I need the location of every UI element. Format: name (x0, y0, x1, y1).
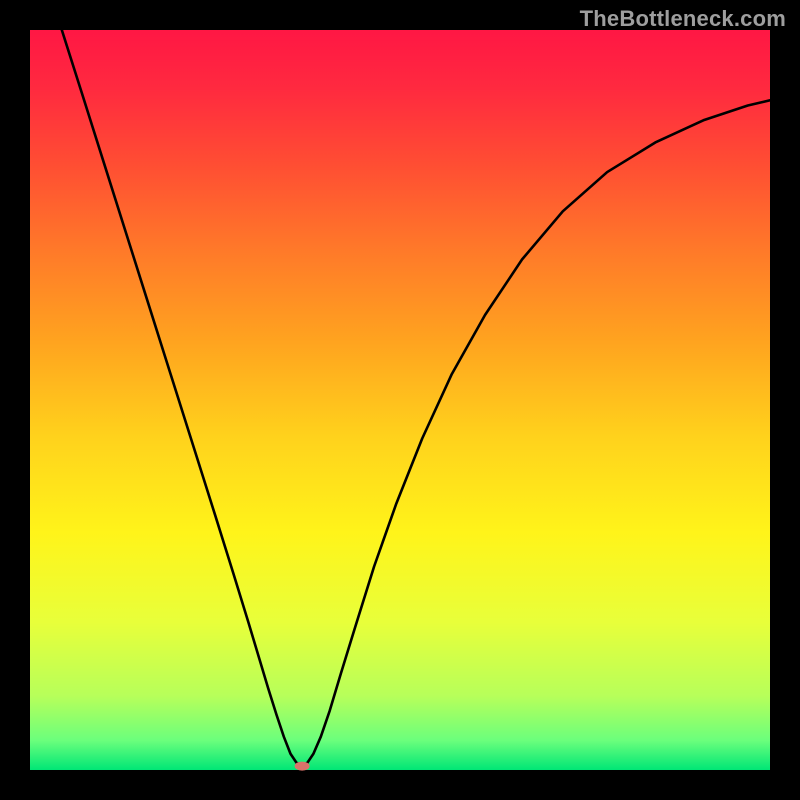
chart-container: TheBottleneck.com (0, 0, 800, 800)
bottleneck-curve (62, 30, 770, 766)
plot-area (30, 30, 770, 770)
optimum-marker (295, 762, 310, 771)
watermark-text: TheBottleneck.com (580, 6, 786, 32)
curve-svg (30, 30, 770, 770)
